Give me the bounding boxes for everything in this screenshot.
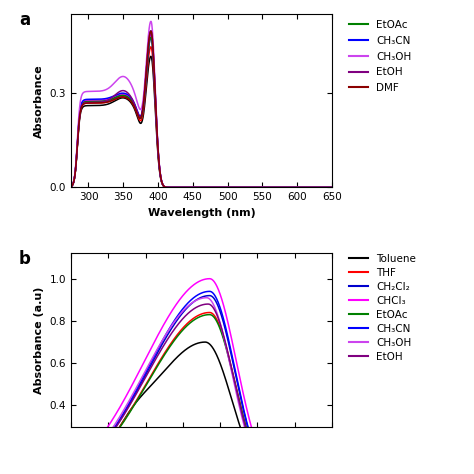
- Y-axis label: Absorbance (a.u): Absorbance (a.u): [34, 286, 44, 393]
- Text: b: b: [19, 250, 31, 268]
- Text: a: a: [19, 11, 30, 29]
- Y-axis label: Absorbance: Absorbance: [34, 64, 44, 137]
- Legend: Toluene, THF, CH₂Cl₂, CHCl₃, EtOAc, CH₃CN, CH₃OH, EtOH: Toluene, THF, CH₂Cl₂, CHCl₃, EtOAc, CH₃C…: [345, 250, 420, 366]
- Legend: EtOAc, CH₃CN, CH₃OH, EtOH, DMF: EtOAc, CH₃CN, CH₃OH, EtOH, DMF: [345, 16, 416, 97]
- X-axis label: Wavelength (nm): Wavelength (nm): [147, 208, 255, 218]
